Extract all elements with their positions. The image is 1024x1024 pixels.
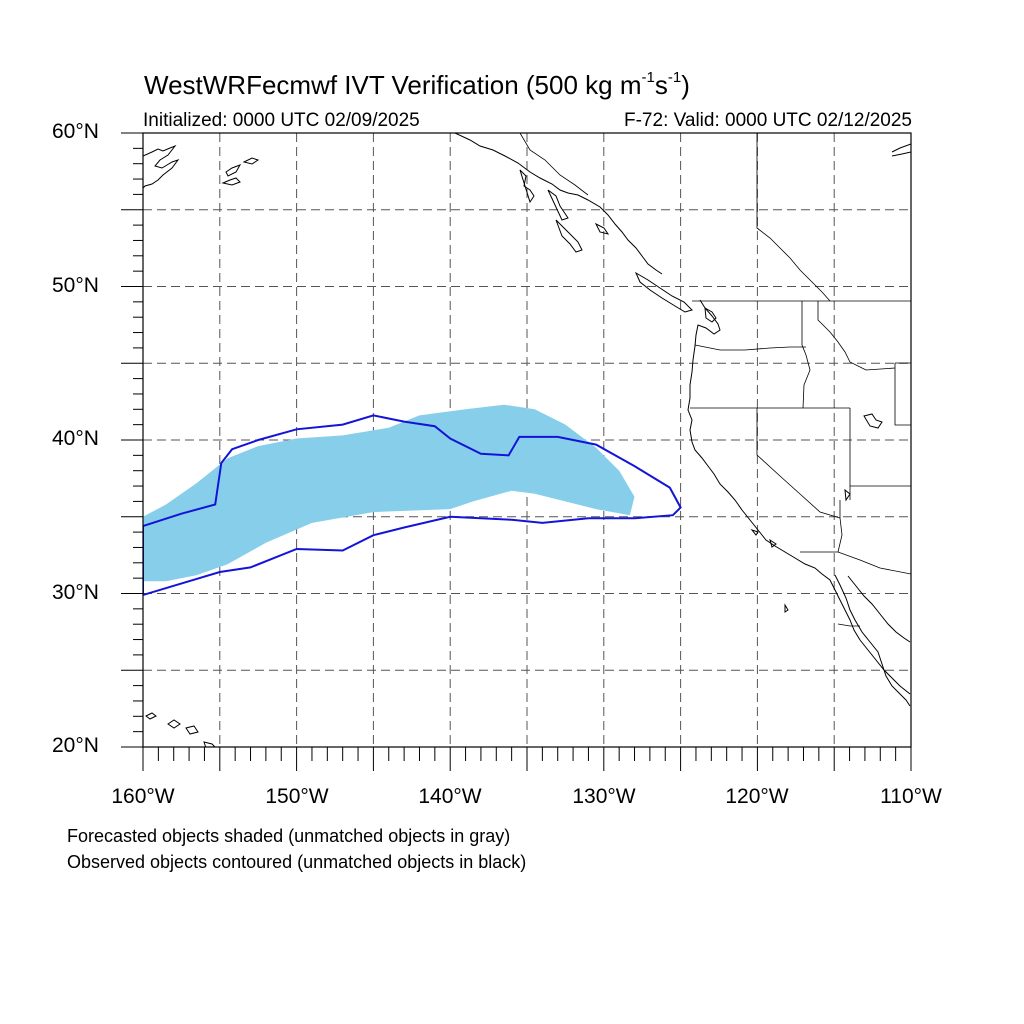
political-boundaries xyxy=(519,133,911,627)
or-id-border xyxy=(802,354,811,409)
alaska-coast xyxy=(143,144,180,189)
chart-title-exp2: -1 xyxy=(667,69,682,87)
ca-az-border xyxy=(837,517,843,553)
wy-border xyxy=(894,362,911,426)
chart-title-exp1: -1 xyxy=(641,69,655,87)
chart-title-mid: s xyxy=(654,70,668,100)
wa-or-border xyxy=(694,344,806,351)
lon-label-130w: 130°W xyxy=(572,785,636,808)
bc-islands xyxy=(519,169,610,253)
channel-islands xyxy=(750,528,789,613)
coastlines xyxy=(143,133,911,747)
axis-ticks xyxy=(121,132,912,771)
vancouver-island xyxy=(634,271,693,313)
lat-label-20n: 20°N xyxy=(52,734,99,757)
lat-label-30n: 30°N xyxy=(52,581,99,604)
canada-coast-ne xyxy=(891,143,911,157)
initialized-label: Initialized: 0000 UTC 02/09/2025 xyxy=(143,110,420,131)
mexico-mainland-coast xyxy=(847,575,911,643)
lat-label-50n: 50°N xyxy=(52,274,99,297)
alaska-islands xyxy=(221,157,260,186)
puget-sound xyxy=(704,307,717,323)
lat-label-60n: 60°N xyxy=(52,120,99,143)
alaska-panhandle xyxy=(454,133,663,275)
west-coast xyxy=(687,299,861,641)
baja-peninsula xyxy=(834,574,911,707)
lat-label-40n: 40°N xyxy=(52,427,99,450)
ca-nv-border xyxy=(756,408,841,519)
alaska-canada-border xyxy=(519,133,589,196)
lon-label-140w: 140°W xyxy=(418,785,482,808)
us-mexico-border xyxy=(800,551,911,575)
legend-observed-note: Observed objects contoured (unmatched ob… xyxy=(67,852,527,872)
chart-title-main: WestWRFecmwf IVT Verification (500 kg m xyxy=(144,70,642,100)
chart-title-end: ) xyxy=(681,70,690,100)
bc-alberta-border xyxy=(756,133,831,302)
baja-border xyxy=(837,623,860,627)
map-frame xyxy=(142,132,912,748)
wa-id-border xyxy=(801,301,807,356)
gulf-coast-lower xyxy=(859,639,911,695)
lon-label-160w: 160°W xyxy=(111,785,175,808)
chart-title: WestWRFecmwf IVT Verification (500 kg m-… xyxy=(144,69,690,101)
lon-label-110w: 110°W xyxy=(880,785,942,808)
id-mt-border xyxy=(817,301,896,371)
legend-forecast-note: Forecasted objects shaded (unmatched obj… xyxy=(67,826,511,846)
inland-lake xyxy=(844,488,851,502)
hawaii-islands xyxy=(145,712,216,747)
lon-label-150w: 150°W xyxy=(265,785,329,808)
great-salt-lake xyxy=(863,413,883,429)
valid-time-label: F-72: Valid: 0000 UTC 02/12/2025 xyxy=(624,110,912,131)
lon-label-120w: 120°W xyxy=(725,785,789,808)
observed-ivt-object-contour xyxy=(143,414,682,597)
